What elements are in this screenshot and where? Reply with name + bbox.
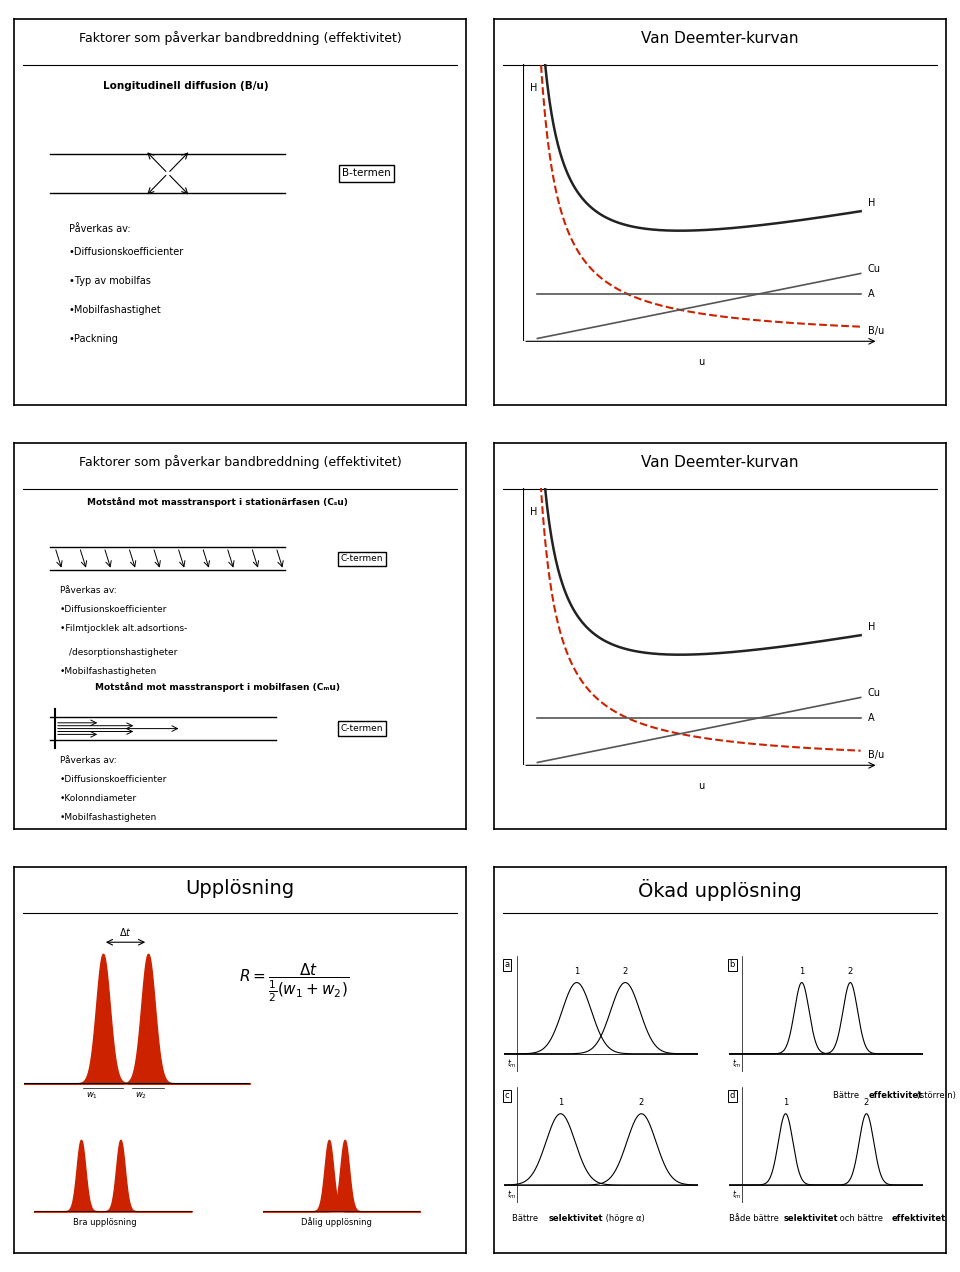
Text: 2: 2 (623, 967, 628, 976)
Text: C-termen: C-termen (341, 724, 383, 733)
Text: •Diffusionskoefficienter: •Diffusionskoefficienter (60, 605, 167, 614)
Text: Faktorer som påverkar bandbreddning (effektivitet): Faktorer som påverkar bandbreddning (eff… (79, 454, 401, 468)
Text: Motstånd mot masstransport i stationärfasen (Cₛu): Motstånd mot masstransport i stationärfa… (87, 497, 348, 508)
Text: B-termen: B-termen (342, 168, 391, 178)
Text: c: c (505, 1091, 510, 1100)
Text: effektivitet: effektivitet (892, 1215, 946, 1224)
Text: •Diffusionskoefficienter: •Diffusionskoefficienter (60, 775, 167, 784)
Text: $t_m$: $t_m$ (732, 1188, 742, 1201)
Text: effektivitet: effektivitet (869, 1091, 924, 1100)
Text: B/u: B/u (868, 326, 884, 336)
Text: •Packning: •Packning (68, 333, 118, 343)
Text: $R = \dfrac{\Delta t}{\frac{1}{2}(w_1 + w_2)}$: $R = \dfrac{\Delta t}{\frac{1}{2}(w_1 + … (239, 962, 349, 1004)
Text: Upplösning: Upplösning (185, 879, 295, 898)
Text: C-termen: C-termen (341, 555, 383, 563)
Text: $t_m$: $t_m$ (507, 1188, 517, 1201)
Text: Cu: Cu (868, 265, 880, 275)
Text: selektivitet: selektivitet (783, 1215, 838, 1224)
Text: Faktorer som påverkar bandbreddning (effektivitet): Faktorer som påverkar bandbreddning (eff… (79, 31, 401, 45)
Text: 2: 2 (638, 1098, 644, 1107)
Text: och bättre: och bättre (837, 1215, 886, 1224)
Text: 2: 2 (848, 967, 852, 976)
Text: •Filmtjocklek alt.adsortions-: •Filmtjocklek alt.adsortions- (60, 625, 187, 633)
Text: Longitudinell diffusion (B/u): Longitudinell diffusion (B/u) (103, 81, 269, 90)
Text: 1: 1 (574, 967, 580, 976)
Text: 1: 1 (783, 1098, 788, 1107)
Text: b: b (730, 960, 735, 969)
Text: B/u: B/u (868, 749, 884, 759)
Text: H: H (530, 508, 538, 518)
Text: $w_2$: $w_2$ (135, 1090, 147, 1102)
Text: Bättre: Bättre (513, 1215, 541, 1224)
Text: selektivitet: selektivitet (548, 1215, 603, 1224)
Text: •Kolonndiameter: •Kolonndiameter (60, 794, 136, 803)
Text: Påverkas av:: Påverkas av: (60, 756, 116, 764)
Text: u: u (698, 781, 704, 791)
Text: Van Deemter-kurvan: Van Deemter-kurvan (641, 31, 799, 46)
Text: (högre α): (högre α) (603, 1215, 644, 1224)
Text: 1: 1 (799, 967, 804, 976)
Text: $t_m$: $t_m$ (507, 1057, 517, 1070)
Text: Bra upplösning: Bra upplösning (73, 1219, 136, 1227)
Text: Cu: Cu (868, 688, 880, 698)
Text: Påverkas av:: Påverkas av: (60, 586, 116, 595)
Text: •Mobilfashastigheten: •Mobilfashastigheten (60, 814, 156, 823)
Text: 2: 2 (864, 1098, 869, 1107)
Text: •Typ av mobilfas: •Typ av mobilfas (68, 276, 151, 286)
Text: $w_1$: $w_1$ (85, 1090, 98, 1102)
Text: Påverkas av:: Påverkas av: (68, 224, 131, 234)
Text: •Mobilfashastigheten: •Mobilfashastigheten (60, 667, 156, 675)
Text: 1: 1 (558, 1098, 564, 1107)
Text: A: A (868, 289, 875, 299)
Text: •Diffusionskoefficienter: •Diffusionskoefficienter (68, 247, 183, 257)
Text: /desorptionshastigheter: /desorptionshastigheter (68, 647, 177, 656)
Text: d: d (730, 1091, 735, 1100)
Text: $\Delta t$: $\Delta t$ (119, 926, 132, 939)
Text: Ökad upplösning: Ökad upplösning (638, 879, 802, 901)
Text: •Mobilfashastighet: •Mobilfashastighet (68, 304, 161, 314)
Text: $t_m$: $t_m$ (732, 1057, 742, 1070)
Text: u: u (698, 357, 704, 368)
Text: (större n): (större n) (914, 1091, 956, 1100)
Text: Van Deemter-kurvan: Van Deemter-kurvan (641, 454, 799, 469)
Text: Bättre: Bättre (832, 1091, 861, 1100)
Text: H: H (530, 84, 538, 93)
Text: H: H (868, 198, 876, 209)
Text: a: a (505, 960, 510, 969)
Text: Dålig upplösning: Dålig upplösning (301, 1217, 372, 1227)
Text: H: H (868, 622, 876, 632)
Text: Motstånd mot masstransport i mobilfasen (Cₘu): Motstånd mot masstransport i mobilfasen … (95, 682, 340, 692)
Text: Både bättre: Både bättre (729, 1215, 781, 1224)
Text: A: A (868, 712, 875, 722)
